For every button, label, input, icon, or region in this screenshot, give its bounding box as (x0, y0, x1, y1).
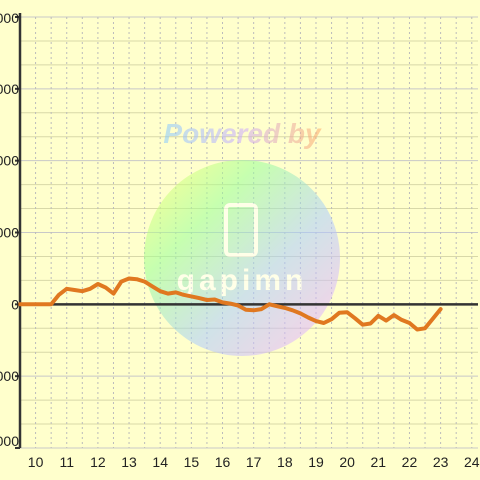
y-tick-label: -6,000 (0, 433, 19, 449)
y-tick-label: 12,000 (0, 10, 19, 26)
x-tick-label: 10 (28, 454, 44, 470)
x-tick-label: 15 (184, 454, 200, 470)
y-tick-label: 9,000 (0, 81, 19, 97)
x-tick-label: 23 (433, 454, 449, 470)
series-layer (18, 276, 443, 332)
x-tick-label: 11 (59, 454, 74, 470)
x-tick-label: 16 (215, 454, 231, 470)
x-tick-label: 12 (90, 454, 106, 470)
x-tick-label: 14 (152, 454, 168, 470)
watermark-logo-circle (144, 160, 340, 356)
y-tick-label: 6,000 (0, 153, 19, 169)
x-tick-label: 19 (308, 454, 324, 470)
x-tick-label: 21 (371, 454, 387, 470)
axes (15, 13, 478, 449)
x-tick-label: 18 (277, 454, 293, 470)
watermark: Powered by gapimn (144, 118, 340, 356)
series-line (18, 276, 443, 332)
watermark-logo-glyph (224, 203, 258, 257)
x-tick-label: 24 (464, 454, 480, 470)
x-tick-label: 20 (339, 454, 355, 470)
watermark-brand: gapimn (177, 264, 308, 297)
x-tick-label: 13 (121, 454, 137, 470)
y-tick-label: 3,000 (0, 225, 19, 241)
x-tick-label: 17 (246, 454, 262, 470)
tick-labels: 12,000 9,000 6,000 3,000 0 -3,000 -6,000 10 11 12… (0, 10, 480, 470)
x-tick-label: 22 (402, 454, 418, 470)
watermark-text: Powered by (163, 118, 322, 149)
y-tick-label: 0 (11, 296, 19, 312)
y-tick-label: -3,000 (0, 368, 19, 384)
